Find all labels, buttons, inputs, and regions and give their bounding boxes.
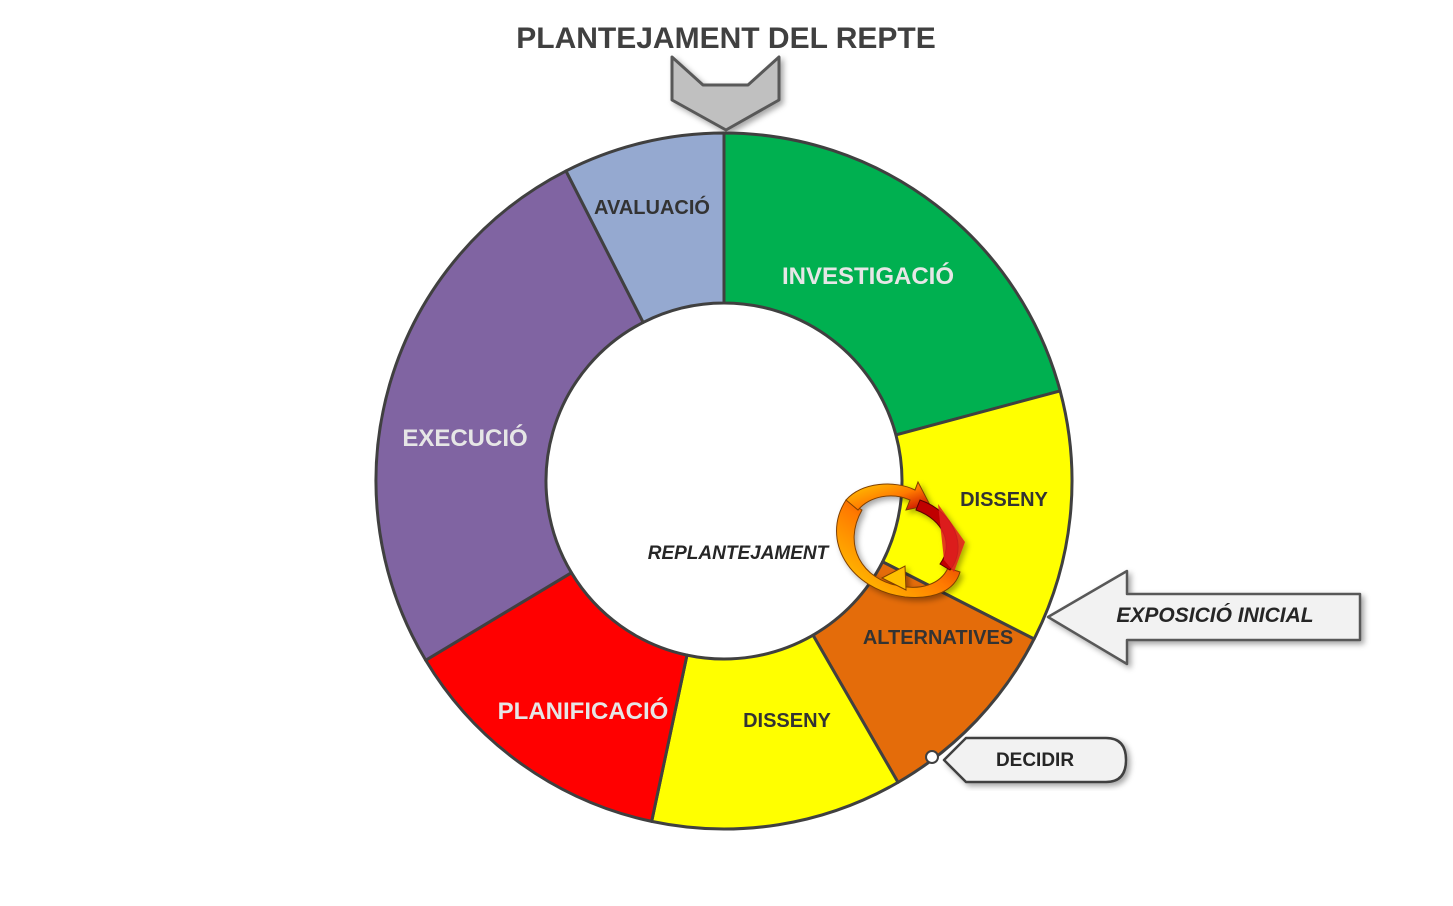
ring-segment-planificacio xyxy=(424,571,689,823)
segment-label-avaluacio: AVALUACIÓ xyxy=(594,195,710,219)
exposicio-inicial-callout xyxy=(1046,569,1362,666)
segment-label-disseny-a: DISSENY xyxy=(960,489,1048,511)
circular-arrows-icon xyxy=(836,480,965,599)
ring-segment-disseny_a xyxy=(881,389,1074,641)
segment-label-planificacio: PLANIFICACIÓ xyxy=(498,697,669,725)
decidir-callout xyxy=(942,736,1128,784)
ring-segment-execucio xyxy=(374,169,645,662)
ring-segment-investigacio xyxy=(722,131,1062,437)
diagram-title: PLANTEJAMENT DEL REPTE xyxy=(516,22,936,55)
center-label: REPLANTEJAMENT xyxy=(648,543,830,564)
exposicio-inicial-label: EXPOSICIÓ INICIAL xyxy=(1116,603,1313,627)
decidir-marker xyxy=(925,750,939,764)
chevron-down-icon xyxy=(670,55,781,132)
segment-label-execucio: EXECUCIÓ xyxy=(402,424,527,452)
segment-label-investigacio: INVESTIGACIÓ xyxy=(782,262,954,290)
ring-segment-disseny_b xyxy=(650,633,900,831)
decidir-label: DECIDIR xyxy=(996,750,1074,771)
segment-label-disseny-b: DISSENY xyxy=(743,710,831,732)
segment-label-alternatives: ALTERNATIVES xyxy=(863,627,1013,649)
ring-segment-avaluacio xyxy=(564,131,726,324)
ring xyxy=(374,131,1074,831)
